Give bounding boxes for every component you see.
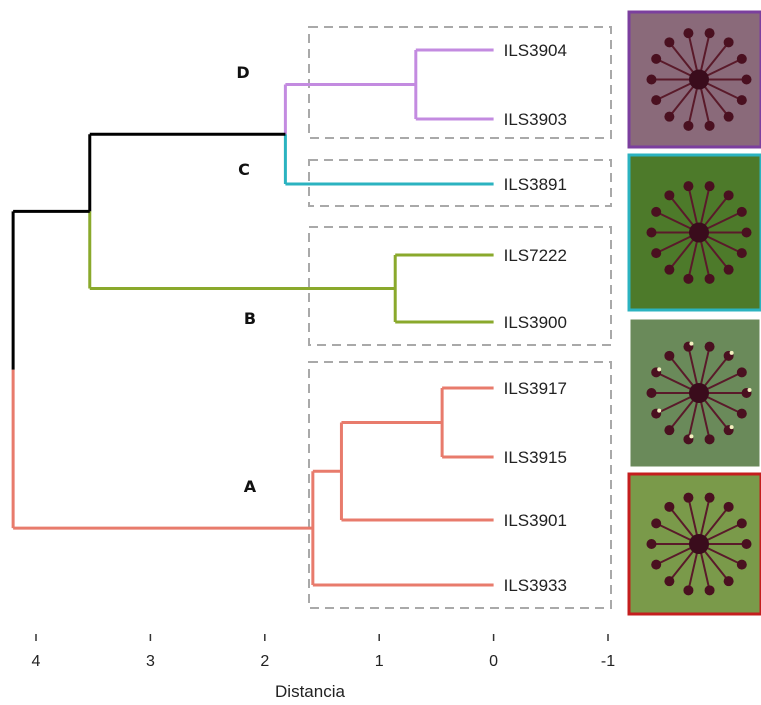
flower-photos [627,10,761,616]
leaf-label-ils3915: ILS3915 [504,448,567,467]
leaf-label-ils3933: ILS3933 [504,576,567,595]
flower-photo-3 [627,316,761,470]
cluster-box-a [308,361,612,609]
cluster-box-b [308,226,612,346]
cluster-label-a: A [244,477,257,496]
tick-label: -1 [601,653,615,670]
cluster-box-d [308,26,612,139]
cluster-label-c: C [238,160,250,179]
leaf-label-ils3903: ILS3903 [504,110,567,129]
leaf-label-ils3900: ILS3900 [504,313,567,332]
leaf-label-ils3901: ILS3901 [504,511,567,530]
axis-title: Distancia [275,682,345,701]
cluster-label-b: B [244,309,256,328]
x-axis: Distancia 4 3 2 1 0 -1 [32,634,615,701]
tick-label: 1 [375,653,384,670]
cluster-labels: D C B A [236,63,256,496]
leaf-label-ils3904: ILS3904 [504,41,567,60]
cluster-label-d: D [236,63,249,82]
tick-label: 3 [146,653,155,670]
tick-label: 4 [32,653,41,670]
cluster-boxes [308,26,612,609]
leaf-labels: ILS3904 ILS3903 ILS3891 ILS7222 ILS3900 ILS39… [504,41,567,595]
leaf-label-ils3891: ILS3891 [504,175,567,194]
flower-photo-2 [627,153,761,312]
leaf-label-ils3917: ILS3917 [504,379,567,398]
flower-photo-1 [627,10,761,149]
tick-label: 0 [489,653,498,670]
tick-label: 2 [260,653,269,670]
cluster-box-c [308,159,612,207]
leaf-label-ils7222: ILS7222 [504,246,567,265]
dendrogram-branches [11,48,494,587]
flower-photo-4 [627,472,761,616]
